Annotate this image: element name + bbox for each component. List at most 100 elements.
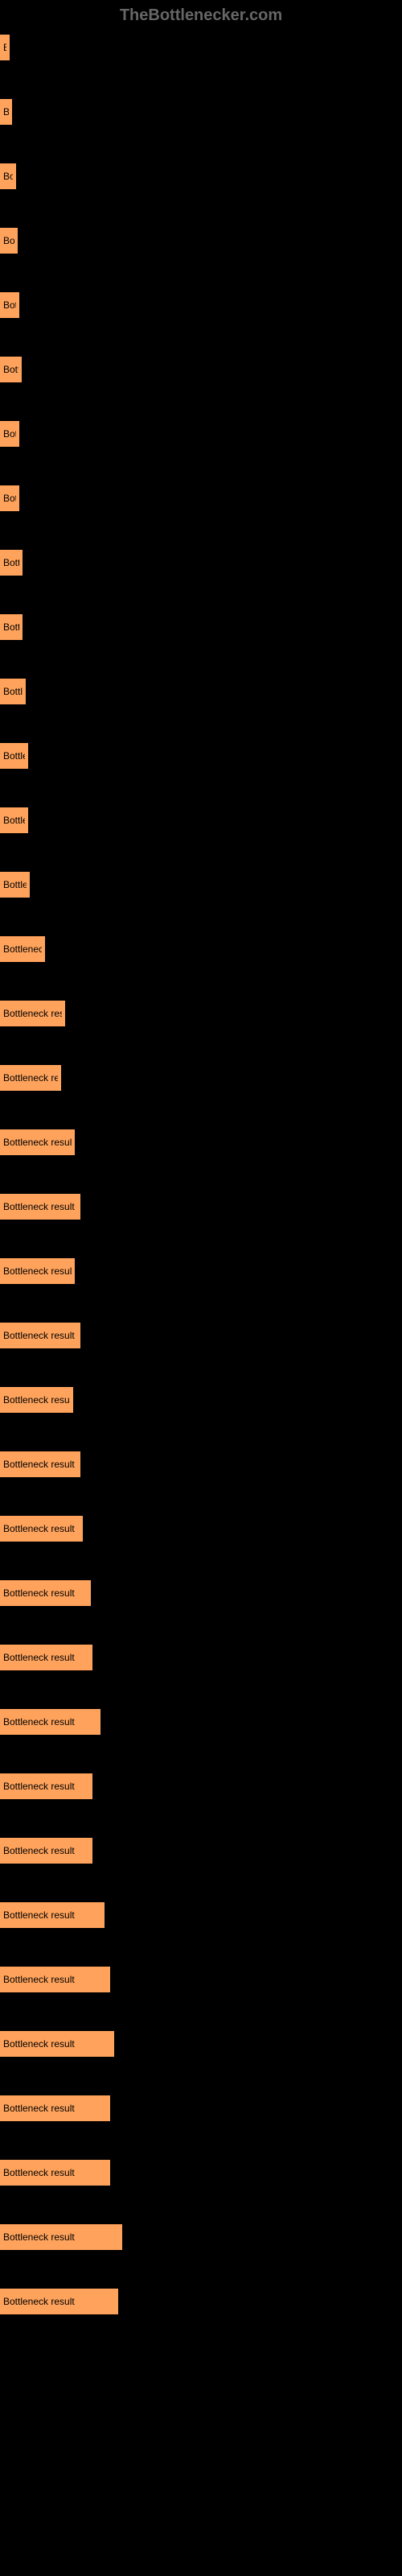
bar-wrap: Bottleneck result bbox=[0, 1129, 402, 1155]
bar-wrap: Bottleneck result bbox=[0, 1194, 402, 1220]
bar: Bottleneck result bbox=[0, 1902, 105, 1928]
bar-row: Bottleneck result bbox=[0, 1451, 402, 1477]
bar: Bottleneck result bbox=[0, 421, 19, 447]
bar: Bottleneck result bbox=[0, 292, 19, 318]
bar: Bottleneck result bbox=[0, 1129, 75, 1155]
bar: Bottleneck result bbox=[0, 1451, 80, 1477]
bar-row: Bottleneck result bbox=[0, 807, 402, 833]
bar-label: Bottleneck result bbox=[0, 42, 6, 53]
bar: Bottleneck result bbox=[0, 2224, 122, 2250]
bar-wrap: Bottleneck result bbox=[0, 614, 402, 640]
bar-wrap: Bottleneck result bbox=[0, 1773, 402, 1799]
bar: Bottleneck result bbox=[0, 807, 28, 833]
bar-row: Bottleneck result bbox=[0, 550, 402, 576]
bar-wrap: Bottleneck result bbox=[0, 807, 402, 833]
bar-wrap: Bottleneck result bbox=[0, 936, 402, 962]
bar-row: Bottleneck result bbox=[0, 1902, 402, 1928]
bar-wrap: Bottleneck result bbox=[0, 163, 402, 189]
bar-row: Bottleneck result bbox=[0, 743, 402, 769]
bar-wrap: Bottleneck result bbox=[0, 2289, 402, 2314]
bar-label: Bottleneck result bbox=[0, 1587, 75, 1599]
bar-chart: Bottleneck result Bottleneck result Bottle… bbox=[0, 35, 402, 2314]
bar-label: Bottleneck result bbox=[0, 1523, 75, 1534]
bar-row: Bottleneck result bbox=[0, 228, 402, 254]
bar-wrap: Bottleneck result bbox=[0, 485, 402, 511]
bar-label: Bottleneck result bbox=[0, 106, 9, 118]
bar: Bottleneck result bbox=[0, 1194, 80, 1220]
bar: Bottleneck result bbox=[0, 1323, 80, 1348]
bar-row: Bottleneck result bbox=[0, 1709, 402, 1735]
bar-label: Bottleneck result bbox=[0, 299, 16, 311]
bar-wrap: Bottleneck result bbox=[0, 1258, 402, 1284]
bar-wrap: Bottleneck result bbox=[0, 679, 402, 704]
bar-row: Bottleneck result bbox=[0, 1773, 402, 1799]
bar-label: Bottleneck result bbox=[0, 1716, 75, 1728]
bar: Bottleneck result bbox=[0, 614, 23, 640]
bar-label: Bottleneck result bbox=[0, 1137, 72, 1148]
bar-label: Bottleneck result bbox=[0, 557, 19, 568]
bar-label: Bottleneck result bbox=[0, 171, 13, 182]
bar-wrap: Bottleneck result bbox=[0, 1967, 402, 1992]
bar-row: Bottleneck result bbox=[0, 1516, 402, 1542]
bar: Bottleneck result bbox=[0, 1967, 110, 1992]
bar-row: Bottleneck result bbox=[0, 2224, 402, 2250]
bar: Bottleneck result bbox=[0, 357, 22, 382]
bar-wrap: Bottleneck result bbox=[0, 35, 402, 60]
bar-row: Bottleneck result bbox=[0, 1580, 402, 1606]
bar-wrap: Bottleneck result bbox=[0, 1902, 402, 1928]
bar-row: Bottleneck result bbox=[0, 2289, 402, 2314]
bar-wrap: Bottleneck result bbox=[0, 2160, 402, 2186]
bar-row: Bottleneck result bbox=[0, 614, 402, 640]
bar-wrap: Bottleneck result bbox=[0, 1709, 402, 1735]
bar-wrap: Bottleneck result bbox=[0, 421, 402, 447]
bar-wrap: Bottleneck result bbox=[0, 1645, 402, 1670]
bar-row: Bottleneck result bbox=[0, 1001, 402, 1026]
bar-row: Bottleneck result bbox=[0, 1645, 402, 1670]
bar-label: Bottleneck result bbox=[0, 2231, 75, 2243]
bar-label: Bottleneck result bbox=[0, 943, 42, 955]
bar-row: Bottleneck result bbox=[0, 1323, 402, 1348]
bar-wrap: Bottleneck result bbox=[0, 1580, 402, 1606]
bar-label: Bottleneck result bbox=[0, 1265, 72, 1277]
bar-label: Bottleneck result bbox=[0, 1845, 75, 1856]
bar-wrap: Bottleneck result bbox=[0, 1065, 402, 1091]
bar-wrap: Bottleneck result bbox=[0, 228, 402, 254]
bar: Bottleneck result bbox=[0, 1001, 65, 1026]
bar-wrap: Bottleneck result bbox=[0, 1516, 402, 1542]
bar: Bottleneck result bbox=[0, 872, 30, 898]
bar-label: Bottleneck result bbox=[0, 235, 14, 246]
bar-label: Bottleneck result bbox=[0, 2103, 75, 2114]
bar-row: Bottleneck result bbox=[0, 1065, 402, 1091]
bar-wrap: Bottleneck result bbox=[0, 2031, 402, 2057]
bar-wrap: Bottleneck result bbox=[0, 2095, 402, 2121]
bar-label: Bottleneck result bbox=[0, 879, 27, 890]
bar-label: Bottleneck result bbox=[0, 2296, 75, 2307]
bar: Bottleneck result bbox=[0, 550, 23, 576]
bar-row: Bottleneck result bbox=[0, 2160, 402, 2186]
bar-label: Bottleneck result bbox=[0, 750, 25, 762]
bar: Bottleneck result bbox=[0, 2289, 118, 2314]
bar-wrap: Bottleneck result bbox=[0, 1001, 402, 1026]
bar-row: Bottleneck result bbox=[0, 357, 402, 382]
bar-row: Bottleneck result bbox=[0, 872, 402, 898]
bar: Bottleneck result bbox=[0, 2160, 110, 2186]
bar: Bottleneck result bbox=[0, 936, 45, 962]
bar-label: Bottleneck result bbox=[0, 1909, 75, 1921]
bar-row: Bottleneck result bbox=[0, 2095, 402, 2121]
bar-label: Bottleneck result bbox=[0, 1781, 75, 1792]
bar-row: Bottleneck result bbox=[0, 1838, 402, 1864]
bar-row: Bottleneck result bbox=[0, 421, 402, 447]
bar-label: Bottleneck result bbox=[0, 1330, 75, 1341]
bar-label: Bottleneck result bbox=[0, 1974, 75, 1985]
bar-wrap: Bottleneck result bbox=[0, 743, 402, 769]
bar-wrap: Bottleneck result bbox=[0, 872, 402, 898]
bar: Bottleneck result bbox=[0, 2031, 114, 2057]
bar: Bottleneck result bbox=[0, 163, 16, 189]
bar: Bottleneck result bbox=[0, 743, 28, 769]
watermark-text: TheBottlenecker.com bbox=[0, 0, 402, 35]
bar-label: Bottleneck result bbox=[0, 364, 18, 375]
bar-wrap: Bottleneck result bbox=[0, 1387, 402, 1413]
bar-wrap: Bottleneck result bbox=[0, 550, 402, 576]
bar-row: Bottleneck result bbox=[0, 163, 402, 189]
bar-label: Bottleneck result bbox=[0, 1394, 70, 1406]
